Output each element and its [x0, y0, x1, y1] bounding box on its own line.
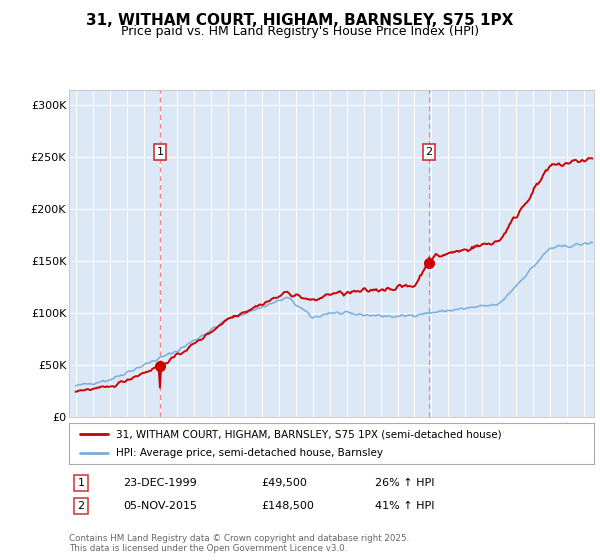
Text: £148,500: £148,500: [261, 501, 314, 511]
Text: 26% ↑ HPI: 26% ↑ HPI: [375, 478, 434, 488]
Text: 31, WITHAM COURT, HIGHAM, BARNSLEY, S75 1PX (semi-detached house): 31, WITHAM COURT, HIGHAM, BARNSLEY, S75 …: [116, 430, 502, 439]
Text: 1: 1: [157, 147, 163, 157]
Text: 05-NOV-2015: 05-NOV-2015: [123, 501, 197, 511]
Text: 1: 1: [77, 478, 85, 488]
Text: £49,500: £49,500: [261, 478, 307, 488]
Text: 2: 2: [77, 501, 85, 511]
Text: Contains HM Land Registry data © Crown copyright and database right 2025.
This d: Contains HM Land Registry data © Crown c…: [69, 534, 409, 553]
Text: 2: 2: [425, 147, 433, 157]
Text: Price paid vs. HM Land Registry's House Price Index (HPI): Price paid vs. HM Land Registry's House …: [121, 25, 479, 38]
Text: HPI: Average price, semi-detached house, Barnsley: HPI: Average price, semi-detached house,…: [116, 448, 383, 458]
Text: 41% ↑ HPI: 41% ↑ HPI: [375, 501, 434, 511]
Text: 23-DEC-1999: 23-DEC-1999: [123, 478, 197, 488]
Text: 31, WITHAM COURT, HIGHAM, BARNSLEY, S75 1PX: 31, WITHAM COURT, HIGHAM, BARNSLEY, S75 …: [86, 13, 514, 28]
